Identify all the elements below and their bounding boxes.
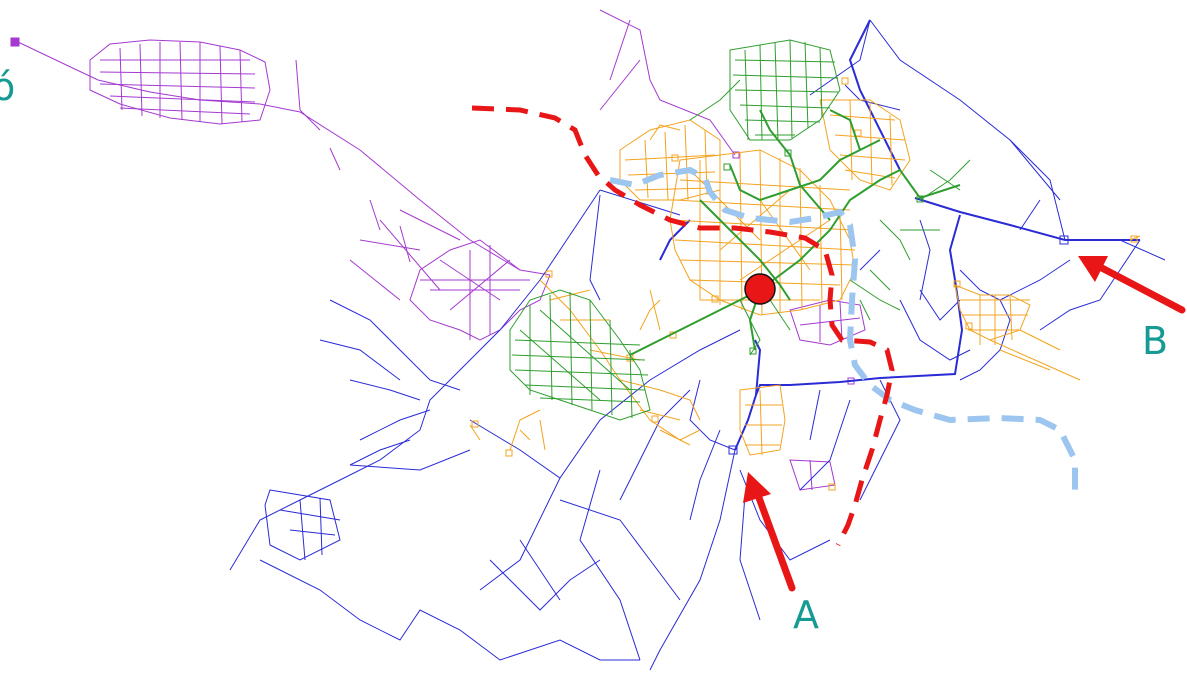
orange-node [1130, 235, 1138, 243]
purple-node [732, 151, 740, 159]
orange-node [651, 415, 659, 423]
orange-network [469, 77, 1141, 491]
green-network [509, 39, 971, 421]
label-a: A [793, 593, 819, 637]
orange-node [841, 77, 849, 85]
orange-node [505, 449, 513, 457]
trunk-network [229, 19, 1166, 671]
purple-network [10, 9, 866, 491]
green-node [916, 195, 924, 203]
green-node [784, 149, 792, 157]
orange-node [671, 154, 679, 162]
trunk-node [1059, 235, 1069, 245]
orange-node [545, 270, 553, 278]
green-node [749, 347, 757, 355]
center-marker [744, 273, 776, 305]
label-partial-left: ó [0, 65, 16, 109]
label-b: B [1142, 319, 1169, 363]
orange-node [965, 322, 973, 330]
purple-node [10, 37, 20, 47]
lightblue-dashed-line [609, 166, 1078, 490]
red-dashed-line [471, 105, 895, 547]
arrow-b-icon [1078, 256, 1186, 314]
orange-node [953, 280, 961, 288]
orange-node [828, 483, 836, 491]
green-node [723, 163, 731, 171]
trunk-node [728, 445, 738, 455]
arrow-a-icon [743, 472, 796, 592]
orange-node [471, 420, 479, 428]
orange-node [711, 295, 719, 303]
